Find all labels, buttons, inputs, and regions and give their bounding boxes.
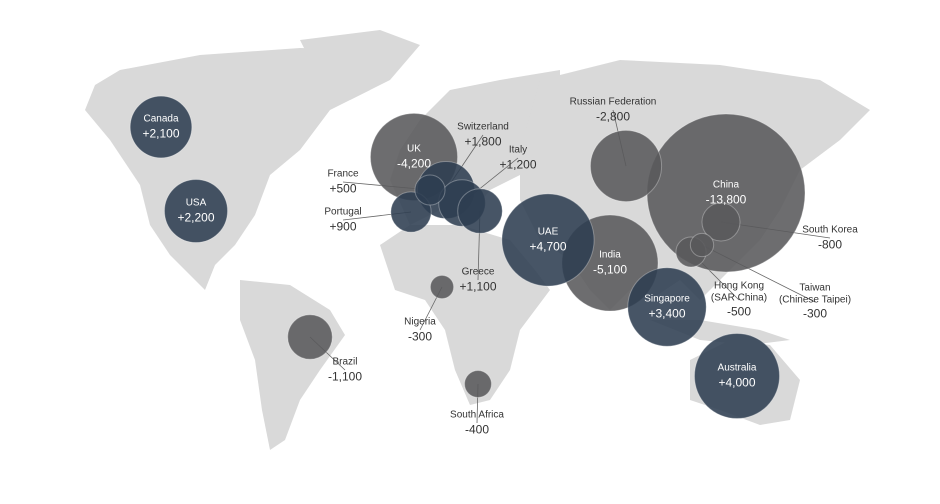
value-label: -5,100: [592, 261, 628, 276]
bubble-label: Russian Federation -2,800: [570, 96, 657, 123]
value-label: +1,100: [459, 278, 497, 293]
country-name: Singapore: [644, 293, 690, 305]
bubble-label: USA +2,200: [177, 197, 214, 224]
value-label: +1,800: [464, 133, 502, 148]
value-label: -300: [407, 328, 433, 343]
bubble: [457, 188, 503, 234]
bubble-label: UAE +4,700: [529, 226, 566, 253]
value-label: +4,000: [718, 374, 756, 389]
value-label: +2,200: [177, 209, 215, 224]
country-name: Taiwan (Chinese Taipei): [778, 282, 852, 306]
bubble: [414, 174, 446, 206]
country-name: Hong Kong (SAR China): [710, 280, 768, 304]
value-label: -400: [464, 421, 490, 436]
country-name: South Korea: [802, 224, 858, 236]
bubble-label: South Africa -400: [450, 409, 504, 436]
country-name: Italy: [508, 144, 528, 156]
value-label: +1,200: [499, 156, 537, 171]
country-name: Portugal: [324, 206, 362, 218]
bubble-label: Switzerland +1,800: [457, 121, 509, 148]
value-label: -13,800: [705, 191, 747, 206]
bubbles: [129, 95, 806, 420]
country-name: China: [712, 179, 740, 191]
bubble: [129, 95, 193, 159]
country-name: France: [327, 168, 359, 180]
value-label: -1,100: [327, 368, 363, 383]
value-label: -500: [726, 304, 752, 319]
bubble: [701, 202, 741, 242]
bubble-label: South Korea -800: [802, 224, 858, 251]
bubble-label: China -13,800: [706, 179, 747, 206]
bubble-label: Greece +1,100: [459, 266, 496, 293]
bubble: [163, 178, 229, 244]
bubble-label: Hong Kong (SAR China) -500: [711, 281, 767, 320]
country-name: Greece: [461, 266, 495, 278]
value-label: +900: [329, 218, 357, 233]
value-label: +4,700: [529, 238, 567, 253]
bubble-label: Italy +1,200: [499, 144, 536, 171]
country-name: Switzerland: [457, 121, 509, 133]
country-name: Canada: [143, 113, 179, 125]
bubble: [429, 274, 455, 300]
country-name: Brazil: [332, 356, 358, 368]
country-name: UAE: [537, 226, 559, 238]
bubble: [689, 232, 715, 258]
country-name: Nigeria: [404, 316, 436, 328]
bubble-label: Nigeria -300: [404, 316, 436, 343]
bubble-label: Portugal +900: [324, 206, 361, 233]
bubble-label: Singapore +3,400: [644, 293, 690, 320]
value-label: -4,200: [396, 155, 432, 170]
country-name: India: [599, 249, 621, 261]
country-name: Australia: [717, 362, 757, 374]
country-name: USA: [185, 197, 207, 209]
value-label: -300: [802, 306, 828, 321]
bubble-label: France +500: [327, 168, 358, 195]
value-label: -800: [817, 236, 843, 251]
value-label: -2,800: [595, 108, 631, 123]
bubble: [501, 193, 595, 287]
bubble-label: Taiwan (Chinese Taipei) -300: [779, 283, 851, 322]
value-label: +500: [329, 180, 357, 195]
bubble-label: Australia +4,000: [718, 362, 757, 389]
value-label: +3,400: [648, 305, 686, 320]
bubble-label: Canada +2,100: [142, 113, 179, 140]
value-label: +2,100: [142, 125, 180, 140]
country-name: UK: [407, 143, 421, 155]
bubble: [287, 314, 333, 360]
bubble-label: Brazil -1,100: [328, 356, 362, 383]
country-name: Russian Federation: [569, 96, 657, 108]
greenland: [300, 30, 420, 100]
bubble-label: UK -4,200: [397, 143, 431, 170]
bubble: [589, 129, 663, 203]
bubble-label: India -5,100: [593, 249, 627, 276]
bubble: [464, 370, 492, 398]
bubble: [627, 267, 707, 347]
africa: [380, 225, 550, 405]
bubble: [693, 332, 781, 420]
country-name: South Africa: [450, 409, 504, 421]
